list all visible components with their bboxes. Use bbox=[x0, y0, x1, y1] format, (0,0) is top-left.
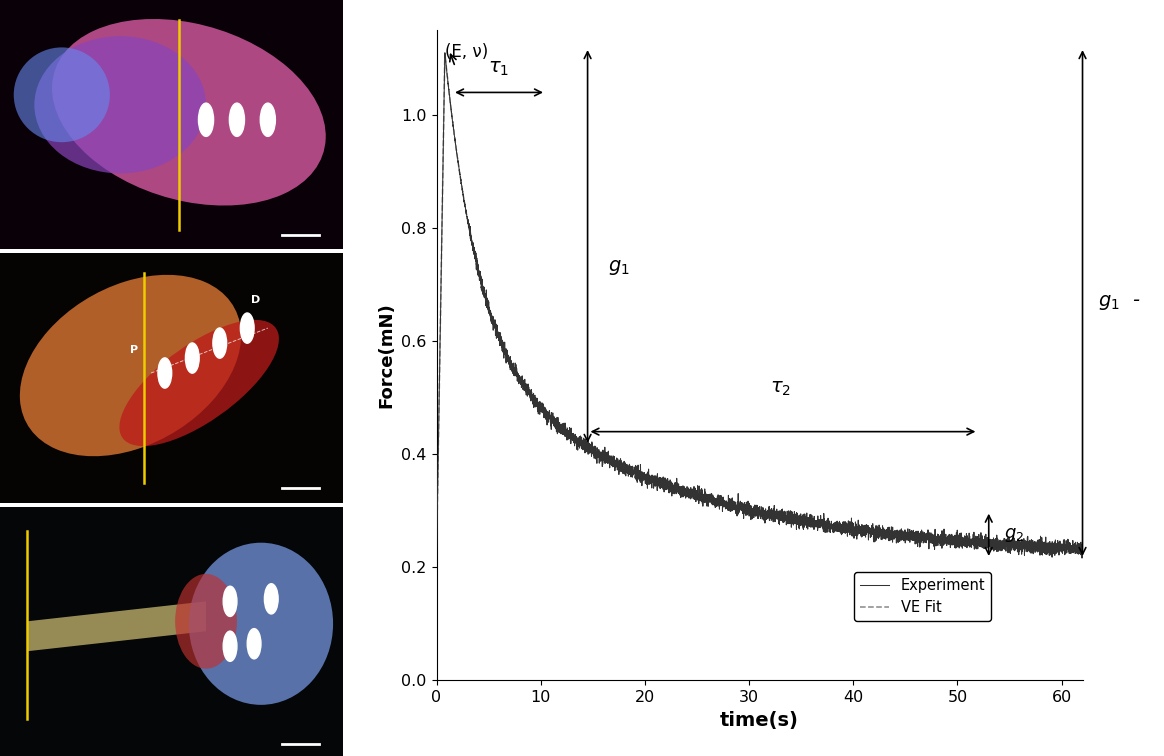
Legend: Experiment, VE Fit: Experiment, VE Fit bbox=[854, 572, 992, 621]
Ellipse shape bbox=[52, 19, 326, 206]
Ellipse shape bbox=[34, 36, 206, 173]
Ellipse shape bbox=[189, 543, 333, 705]
Ellipse shape bbox=[175, 574, 237, 668]
Experiment bbox=[430, 554, 443, 563]
VE Fit bbox=[443, 101, 457, 110]
Text: (E, ν): (E, ν) bbox=[445, 43, 488, 61]
Y-axis label: Force(mN): Force(mN) bbox=[378, 302, 396, 408]
Circle shape bbox=[229, 103, 244, 136]
Text: $g_1$  -: $g_1$ - bbox=[1098, 293, 1141, 312]
Experiment bbox=[904, 526, 918, 535]
VE Fit bbox=[459, 202, 473, 211]
Ellipse shape bbox=[20, 275, 241, 456]
Text: $\tau_2$: $\tau_2$ bbox=[769, 379, 790, 398]
Experiment bbox=[443, 100, 457, 109]
Polygon shape bbox=[28, 601, 206, 651]
Experiment bbox=[637, 470, 651, 479]
VE Fit bbox=[467, 247, 481, 256]
Circle shape bbox=[223, 631, 237, 662]
VE Fit bbox=[637, 472, 651, 481]
VE Fit bbox=[430, 554, 443, 563]
Bar bbox=[0, 0, 343, 249]
Experiment bbox=[583, 445, 597, 454]
Ellipse shape bbox=[120, 320, 279, 446]
Text: D: D bbox=[250, 295, 260, 305]
Text: P: P bbox=[130, 345, 139, 355]
VE Fit bbox=[1076, 544, 1090, 553]
Text: $\tau_1$: $\tau_1$ bbox=[489, 59, 510, 79]
Experiment bbox=[438, 48, 452, 57]
VE Fit bbox=[438, 48, 452, 57]
Ellipse shape bbox=[14, 48, 109, 142]
Circle shape bbox=[261, 103, 276, 136]
Circle shape bbox=[223, 586, 237, 616]
Experiment bbox=[1076, 546, 1090, 555]
VE Fit bbox=[583, 445, 597, 454]
Circle shape bbox=[185, 343, 199, 373]
Circle shape bbox=[247, 629, 261, 658]
Circle shape bbox=[240, 313, 254, 343]
Bar bbox=[0, 253, 343, 503]
Circle shape bbox=[213, 328, 227, 358]
Circle shape bbox=[199, 103, 213, 136]
Line: Experiment: Experiment bbox=[436, 53, 1083, 559]
X-axis label: time(s): time(s) bbox=[721, 711, 799, 730]
Circle shape bbox=[264, 584, 278, 614]
Text: $g_2$: $g_2$ bbox=[1005, 526, 1024, 544]
Text: $g_1$: $g_1$ bbox=[609, 259, 630, 277]
Experiment bbox=[459, 202, 473, 211]
Circle shape bbox=[158, 358, 172, 388]
Line: VE Fit: VE Fit bbox=[436, 53, 1083, 559]
Bar bbox=[0, 507, 343, 756]
VE Fit bbox=[904, 531, 918, 541]
Experiment bbox=[467, 249, 481, 259]
